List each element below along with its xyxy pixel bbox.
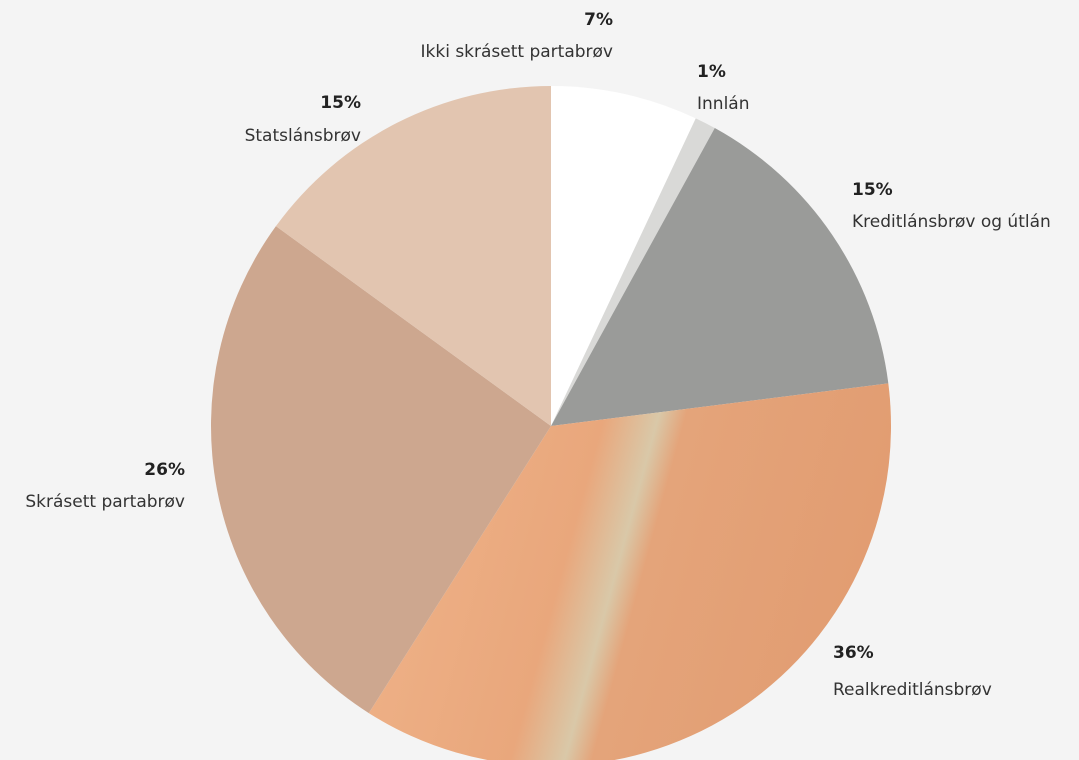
category-label: Kreditlánsbrøv og útlán xyxy=(852,212,1051,232)
category-label: Statslánsbrøv xyxy=(245,126,361,146)
pie-slice xyxy=(368,383,891,760)
pie-slice xyxy=(551,86,696,426)
pie-slice xyxy=(211,226,552,714)
pie-slice xyxy=(551,128,889,426)
value-label: 36% xyxy=(833,643,874,663)
value-label: 15% xyxy=(320,93,361,113)
category-label: Innlán xyxy=(697,94,749,114)
value-label: 1% xyxy=(697,62,726,82)
pie xyxy=(211,86,891,760)
pie-slice xyxy=(551,118,715,427)
value-label: 26% xyxy=(144,460,185,480)
labels: 7% Ikki skrásett partabrøv 1% Innlán 15% Kred… xyxy=(25,10,1050,700)
category-label: Skrásett partabrøv xyxy=(25,492,185,512)
category-label: Realkreditlánsbrøv xyxy=(833,680,992,700)
value-label: 15% xyxy=(852,180,893,200)
value-label: 7% xyxy=(584,10,613,30)
pie-slice xyxy=(275,86,551,426)
category-label: Ikki skrásett partabrøv xyxy=(420,42,613,62)
